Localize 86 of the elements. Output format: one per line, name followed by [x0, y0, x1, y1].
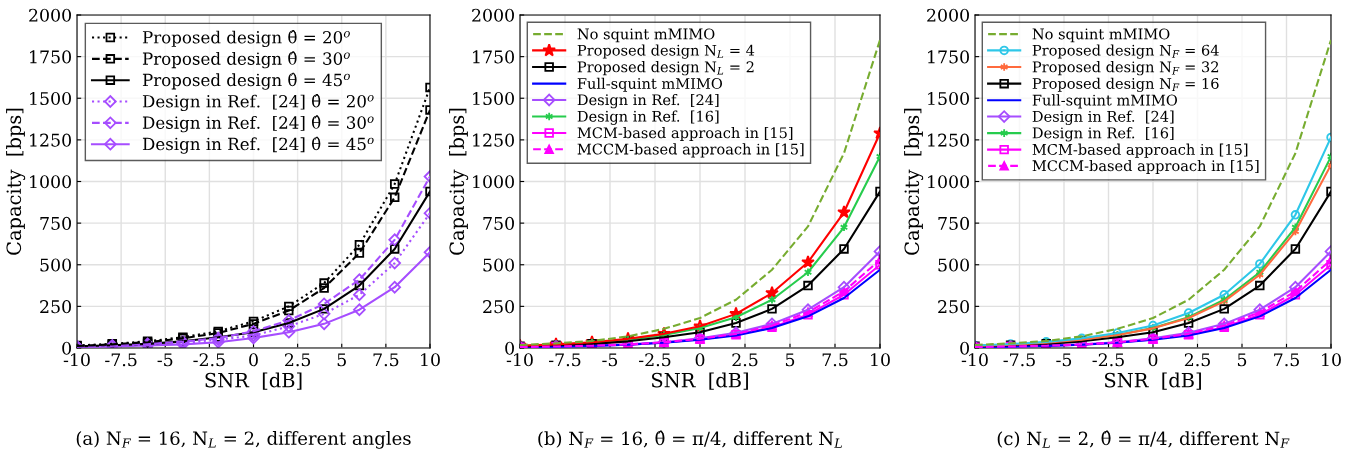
legend-label: Design in Ref. [16] — [1032, 127, 1174, 142]
x-tick-label: -10 — [961, 353, 988, 367]
x-axis-title: SNR [dB] — [1105, 372, 1201, 390]
legend-label: MCM-based approach in [15] — [1032, 143, 1248, 158]
x-tick-label: 0 — [1148, 353, 1158, 367]
text: (c) N$_{L}$ = 2, θ̂ = π/4, different N$_{F}$ — [997, 430, 1290, 448]
legend-label: Proposed design N$_{F}$ = 32 — [1032, 61, 1219, 76]
y-tick-label: 1250 — [30, 133, 71, 147]
x-tick-label: -7.5 — [105, 353, 137, 367]
x-tick-label: -10 — [506, 353, 533, 367]
x-tick-label: 7.5 — [1274, 353, 1299, 367]
y-tick-label: 1500 — [473, 91, 514, 106]
x-tick-label: 5 — [785, 353, 795, 367]
text: (b) N$_{F}$ = 16, θ̂ = π/4, different N$_{L}$ — [538, 430, 842, 448]
legend-label: Proposed design N$_{L}$ = 2 — [577, 61, 754, 76]
y-tick-label: 750 — [483, 216, 514, 230]
x-axis-title: SNR [dB] — [652, 372, 748, 390]
x-tick-label: -7.5 — [1003, 353, 1035, 367]
y-axis-title: Capacity [bps] — [904, 108, 924, 255]
y-tick-label: 1500 — [928, 91, 969, 106]
legend-label: MCCM-based approach in [15] — [577, 143, 804, 158]
x-tick-label: -5 — [602, 353, 618, 367]
x-tick-label: -5 — [1056, 353, 1072, 367]
text: (a) N$_{F}$ = 16, N$_{L}$ = 2, different angles — [76, 431, 411, 449]
x-tick-label: 0 — [249, 353, 258, 367]
legend-label: Proposed design N$_{F}$ = 16 — [1032, 77, 1219, 92]
legend-label: Design in Ref. [16] — [577, 110, 719, 125]
legend-label: Proposed design N$_{F}$ = 64 — [1032, 44, 1219, 59]
x-tick-label: 2.5 — [732, 353, 758, 367]
y-tick-label: 1000 — [928, 175, 969, 189]
x-tick-label: -2.5 — [1092, 353, 1124, 367]
y-tick-label: 250 — [483, 300, 514, 314]
legend-label: Full-squint mMIMO — [577, 77, 722, 92]
x-tick-label: 10 — [1322, 353, 1341, 367]
y-tick-label: 1750 — [473, 50, 514, 64]
x-axis-title: SNR [dB] — [205, 372, 302, 390]
legend-label: Full-squint mMIMO — [1032, 94, 1177, 109]
legend-label: MCM-based approach in [15] — [577, 127, 793, 142]
legend-label: MCCM-based approach in [15] — [1032, 159, 1259, 175]
y-tick-label: 750 — [938, 216, 969, 230]
y-axis-title: Capacity [bps] — [449, 108, 469, 255]
y-tick-label: 1250 — [928, 133, 969, 147]
y-tick-label: 2000 — [29, 8, 71, 22]
y-tick-label: 500 — [40, 258, 71, 272]
x-tick-label: 10 — [421, 353, 440, 367]
y-tick-label: 500 — [483, 258, 514, 272]
y-tick-label: 2000 — [927, 8, 969, 22]
y-tick-label: 1000 — [473, 175, 514, 189]
y-axis-title: Capacity [bps] — [6, 108, 26, 255]
legend-label: Proposed design θ̂ = 45$^{o}$ — [142, 72, 350, 90]
legend-label: Design in Ref. [24] θ̂ = 30$^{o}$ — [142, 115, 374, 133]
x-tick-label: -7.5 — [549, 353, 581, 367]
legend-label: Proposed design θ̂ = 20$^{o}$ — [142, 30, 350, 48]
legend-label: Proposed design θ̂ = 30$^{o}$ — [142, 51, 350, 69]
y-tick-label: 1750 — [928, 50, 969, 64]
y-tick-label: 250 — [938, 300, 969, 314]
y-tick-label: 0 — [62, 341, 71, 355]
y-tick-label: 250 — [40, 300, 71, 314]
y-tick-label: 1000 — [30, 175, 71, 189]
y-tick-label: 0 — [960, 341, 969, 355]
x-tick-label: -2.5 — [639, 353, 671, 367]
x-tick-label: 2.5 — [285, 353, 311, 367]
legend-label: Design in Ref. [24] — [577, 93, 719, 109]
y-tick-label: 500 — [938, 258, 969, 272]
y-tick-label: 1750 — [30, 50, 71, 64]
y-tick-label: 2000 — [472, 8, 514, 22]
x-tick-label: -5 — [157, 353, 173, 367]
legend-label: No squint mMIMO — [577, 28, 715, 43]
x-tick-label: 7.5 — [373, 353, 399, 367]
legend-label: Design in Ref. [24] θ̂ = 45$^{o}$ — [142, 136, 374, 154]
x-tick-label: 5 — [337, 353, 346, 367]
x-tick-label: -10 — [63, 353, 90, 367]
y-tick-label: 0 — [505, 341, 514, 355]
x-tick-label: 0 — [695, 353, 705, 367]
x-tick-label: 7.5 — [822, 353, 848, 367]
y-tick-label: 750 — [40, 216, 71, 230]
x-tick-label: -2.5 — [193, 353, 225, 367]
x-tick-label: 5 — [1237, 353, 1247, 367]
legend-label: No squint mMIMO — [1032, 28, 1170, 43]
x-tick-label: 10 — [871, 353, 890, 367]
legend-label: Design in Ref. [24] — [1032, 110, 1174, 125]
legend-label: Design in Ref. [24] θ̂ = 20$^{o}$ — [142, 94, 374, 112]
y-tick-label: 1250 — [473, 133, 514, 147]
legend-label: Proposed design N$_{L}$ = 4 — [577, 44, 755, 59]
y-tick-label: 1500 — [30, 91, 71, 106]
x-tick-label: 2.5 — [1184, 353, 1210, 367]
